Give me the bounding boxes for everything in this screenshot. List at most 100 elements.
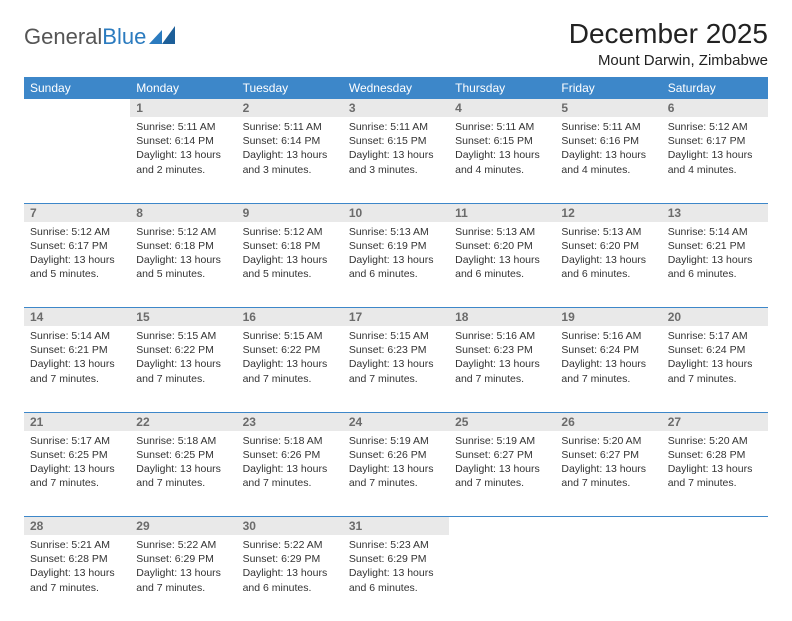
sunrise-line: Sunrise: 5:12 AM (136, 225, 230, 239)
logo-mark-icon (149, 24, 175, 50)
daylight-line: Daylight: 13 hours and 7 minutes. (243, 462, 337, 490)
weekday-header: Thursday (449, 77, 555, 99)
logo: GeneralBlue (24, 18, 175, 50)
calendar-page: GeneralBlue December 2025 Mount Darwin, … (0, 0, 792, 621)
sunset-line: Sunset: 6:20 PM (561, 239, 655, 253)
day-cell: Sunrise: 5:13 AMSunset: 6:20 PMDaylight:… (449, 222, 555, 308)
day-number: 30 (237, 517, 343, 536)
day-number: 29 (130, 517, 236, 536)
day-number: 31 (343, 517, 449, 536)
day-cell: Sunrise: 5:17 AMSunset: 6:25 PMDaylight:… (24, 431, 130, 517)
daylight-line: Daylight: 13 hours and 7 minutes. (30, 462, 124, 490)
sunset-line: Sunset: 6:17 PM (30, 239, 124, 253)
sunset-line: Sunset: 6:23 PM (349, 343, 443, 357)
day-number: 22 (130, 412, 236, 431)
day-number-empty (449, 517, 555, 536)
sunset-line: Sunset: 6:25 PM (30, 448, 124, 462)
day-cell: Sunrise: 5:13 AMSunset: 6:19 PMDaylight:… (343, 222, 449, 308)
sunrise-line: Sunrise: 5:15 AM (349, 329, 443, 343)
location-label: Mount Darwin, Zimbabwe (569, 52, 768, 69)
daylight-line: Daylight: 13 hours and 7 minutes. (668, 357, 762, 385)
day-number-row: 78910111213 (24, 203, 768, 222)
day-number: 5 (555, 99, 661, 117)
sunrise-line: Sunrise: 5:12 AM (30, 225, 124, 239)
day-number: 27 (662, 412, 768, 431)
day-cell: Sunrise: 5:13 AMSunset: 6:20 PMDaylight:… (555, 222, 661, 308)
sunset-line: Sunset: 6:17 PM (668, 134, 762, 148)
daylight-line: Daylight: 13 hours and 7 minutes. (136, 357, 230, 385)
daylight-line: Daylight: 13 hours and 2 minutes. (136, 148, 230, 176)
sunrise-line: Sunrise: 5:12 AM (668, 120, 762, 134)
day-body-row: Sunrise: 5:17 AMSunset: 6:25 PMDaylight:… (24, 431, 768, 517)
day-cell: Sunrise: 5:20 AMSunset: 6:28 PMDaylight:… (662, 431, 768, 517)
logo-text-1: General (24, 24, 102, 50)
daylight-line: Daylight: 13 hours and 5 minutes. (243, 253, 337, 281)
day-number: 9 (237, 203, 343, 222)
sunrise-line: Sunrise: 5:17 AM (30, 434, 124, 448)
day-cell: Sunrise: 5:11 AMSunset: 6:14 PMDaylight:… (237, 117, 343, 203)
day-number-row: 14151617181920 (24, 308, 768, 327)
day-cell: Sunrise: 5:19 AMSunset: 6:26 PMDaylight:… (343, 431, 449, 517)
sunrise-line: Sunrise: 5:11 AM (243, 120, 337, 134)
day-number-row: 123456 (24, 99, 768, 117)
sunset-line: Sunset: 6:23 PM (455, 343, 549, 357)
day-number: 3 (343, 99, 449, 117)
day-number: 7 (24, 203, 130, 222)
sunset-line: Sunset: 6:27 PM (455, 448, 549, 462)
sunset-line: Sunset: 6:24 PM (561, 343, 655, 357)
daylight-line: Daylight: 13 hours and 4 minutes. (668, 148, 762, 176)
day-number: 14 (24, 308, 130, 327)
day-cell: Sunrise: 5:20 AMSunset: 6:27 PMDaylight:… (555, 431, 661, 517)
sunrise-line: Sunrise: 5:13 AM (455, 225, 549, 239)
sunset-line: Sunset: 6:14 PM (136, 134, 230, 148)
sunset-line: Sunset: 6:21 PM (668, 239, 762, 253)
daylight-line: Daylight: 13 hours and 7 minutes. (136, 462, 230, 490)
weekday-header: Monday (130, 77, 236, 99)
day-number: 20 (662, 308, 768, 327)
day-body-row: Sunrise: 5:21 AMSunset: 6:28 PMDaylight:… (24, 535, 768, 621)
day-cell: Sunrise: 5:22 AMSunset: 6:29 PMDaylight:… (130, 535, 236, 621)
sunrise-line: Sunrise: 5:19 AM (349, 434, 443, 448)
sunrise-line: Sunrise: 5:17 AM (668, 329, 762, 343)
sunrise-line: Sunrise: 5:16 AM (561, 329, 655, 343)
daylight-line: Daylight: 13 hours and 6 minutes. (349, 253, 443, 281)
sunrise-line: Sunrise: 5:18 AM (136, 434, 230, 448)
daylight-line: Daylight: 13 hours and 4 minutes. (561, 148, 655, 176)
daylight-line: Daylight: 13 hours and 6 minutes. (349, 566, 443, 594)
day-number-empty (555, 517, 661, 536)
sunset-line: Sunset: 6:26 PM (243, 448, 337, 462)
day-cell: Sunrise: 5:12 AMSunset: 6:17 PMDaylight:… (24, 222, 130, 308)
daylight-line: Daylight: 13 hours and 6 minutes. (455, 253, 549, 281)
day-cell: Sunrise: 5:12 AMSunset: 6:18 PMDaylight:… (237, 222, 343, 308)
day-cell-empty (449, 535, 555, 621)
day-cell-empty (24, 117, 130, 203)
day-cell: Sunrise: 5:19 AMSunset: 6:27 PMDaylight:… (449, 431, 555, 517)
weekday-header-row: SundayMondayTuesdayWednesdayThursdayFrid… (24, 77, 768, 99)
sunset-line: Sunset: 6:24 PM (668, 343, 762, 357)
sunset-line: Sunset: 6:29 PM (136, 552, 230, 566)
day-number: 19 (555, 308, 661, 327)
day-cell: Sunrise: 5:14 AMSunset: 6:21 PMDaylight:… (24, 326, 130, 412)
sunrise-line: Sunrise: 5:14 AM (668, 225, 762, 239)
weekday-header: Saturday (662, 77, 768, 99)
sunset-line: Sunset: 6:15 PM (455, 134, 549, 148)
daylight-line: Daylight: 13 hours and 7 minutes. (668, 462, 762, 490)
day-number: 17 (343, 308, 449, 327)
day-cell: Sunrise: 5:21 AMSunset: 6:28 PMDaylight:… (24, 535, 130, 621)
sunset-line: Sunset: 6:27 PM (561, 448, 655, 462)
daylight-line: Daylight: 13 hours and 5 minutes. (30, 253, 124, 281)
day-number: 8 (130, 203, 236, 222)
logo-text-2: Blue (102, 24, 146, 50)
day-number: 21 (24, 412, 130, 431)
sunrise-line: Sunrise: 5:11 AM (561, 120, 655, 134)
day-number: 16 (237, 308, 343, 327)
daylight-line: Daylight: 13 hours and 7 minutes. (561, 462, 655, 490)
daylight-line: Daylight: 13 hours and 7 minutes. (136, 566, 230, 594)
sunrise-line: Sunrise: 5:23 AM (349, 538, 443, 552)
sunset-line: Sunset: 6:15 PM (349, 134, 443, 148)
month-title: December 2025 (569, 18, 768, 50)
day-number: 10 (343, 203, 449, 222)
day-number: 18 (449, 308, 555, 327)
daylight-line: Daylight: 13 hours and 7 minutes. (243, 357, 337, 385)
day-cell: Sunrise: 5:12 AMSunset: 6:17 PMDaylight:… (662, 117, 768, 203)
